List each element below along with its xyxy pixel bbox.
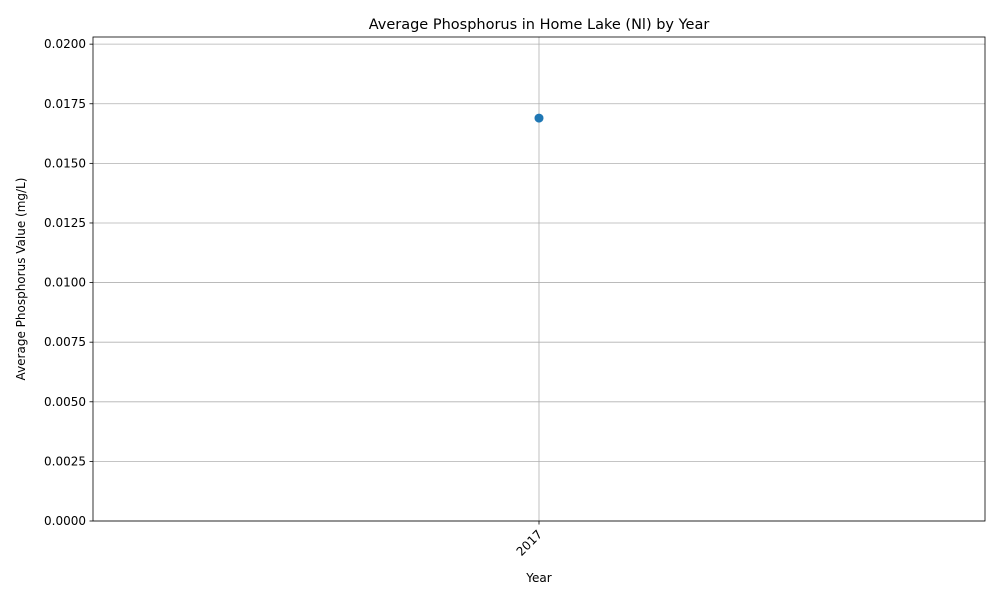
y-axis-title: Average Phosphorus Value (mg/L): [14, 178, 28, 381]
y-tick-label: 0.0200: [44, 37, 86, 51]
data-point: [534, 113, 544, 123]
x-tick-label: 2017: [514, 527, 545, 558]
y-tick-label: 0.0175: [44, 97, 86, 111]
y-tick-label: 0.0150: [44, 156, 86, 170]
y-axis-ticks: 0.0000 0.0025 0.0050 0.0075 0.0100 0.0125 0.01…: [44, 37, 93, 528]
y-tick-label: 0.0025: [44, 454, 86, 468]
y-tick-label: 0.0050: [44, 395, 86, 409]
series-layer: [534, 113, 544, 123]
y-tick-label: 0.0000: [44, 514, 86, 528]
y-tick-label: 0.0100: [44, 276, 86, 290]
grid-layer: [93, 37, 985, 522]
x-axis-ticks: 2017: [514, 521, 545, 559]
chart-title: Average Phosphorus in Home Lake (Nl) by …: [369, 17, 710, 33]
x-axis-title: Year: [525, 571, 551, 585]
y-tick-label: 0.0075: [44, 335, 86, 349]
y-tick-label: 0.0125: [44, 216, 86, 230]
